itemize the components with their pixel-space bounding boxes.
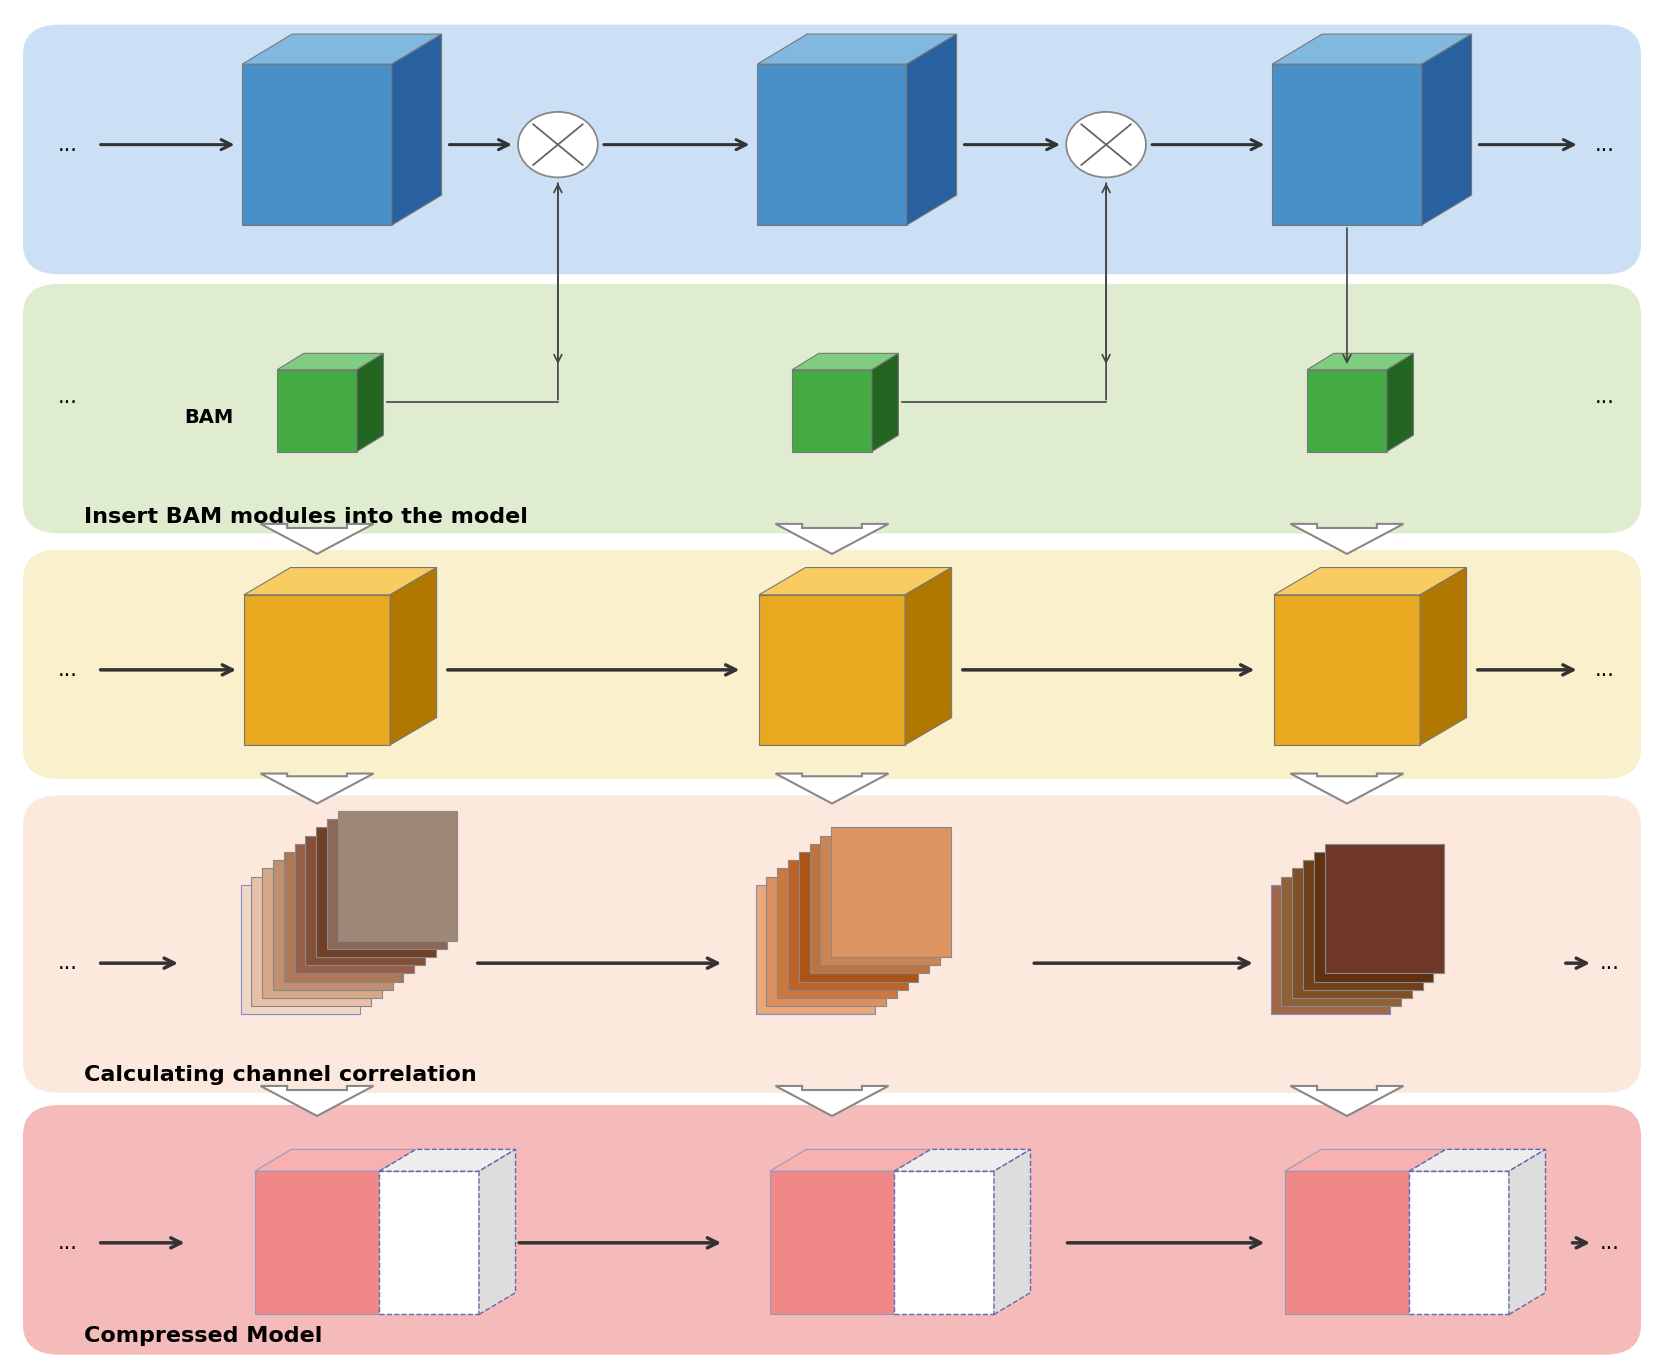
- FancyBboxPatch shape: [23, 1105, 1641, 1355]
- Polygon shape: [757, 34, 957, 64]
- Polygon shape: [905, 567, 952, 745]
- Polygon shape: [285, 852, 403, 982]
- Text: Calculating channel correlation: Calculating channel correlation: [85, 1065, 478, 1085]
- Text: ...: ...: [58, 953, 78, 973]
- Polygon shape: [1303, 860, 1423, 990]
- Text: ...: ...: [58, 387, 78, 407]
- Polygon shape: [278, 369, 356, 451]
- Polygon shape: [1315, 852, 1433, 982]
- Text: Compressed Model: Compressed Model: [85, 1326, 323, 1345]
- Text: Insert BAM modules into the model: Insert BAM modules into the model: [85, 507, 529, 528]
- Polygon shape: [792, 353, 899, 369]
- Text: ...: ...: [1599, 953, 1619, 973]
- Polygon shape: [338, 811, 458, 940]
- Polygon shape: [1421, 34, 1471, 226]
- Polygon shape: [894, 1172, 993, 1315]
- Polygon shape: [993, 1150, 1030, 1315]
- FancyBboxPatch shape: [23, 25, 1641, 275]
- Polygon shape: [245, 567, 436, 595]
- Polygon shape: [1409, 1150, 1446, 1315]
- Polygon shape: [1273, 64, 1421, 226]
- Circle shape: [1067, 112, 1146, 178]
- Polygon shape: [316, 827, 436, 957]
- Polygon shape: [306, 835, 424, 965]
- Polygon shape: [379, 1150, 416, 1315]
- Polygon shape: [1271, 884, 1389, 1014]
- Polygon shape: [389, 567, 436, 745]
- Polygon shape: [1308, 353, 1413, 369]
- Polygon shape: [894, 1150, 930, 1315]
- Polygon shape: [1291, 1085, 1403, 1115]
- Polygon shape: [479, 1150, 516, 1315]
- Polygon shape: [295, 843, 414, 973]
- Polygon shape: [243, 34, 441, 64]
- Polygon shape: [263, 868, 381, 998]
- Polygon shape: [379, 1150, 516, 1172]
- Text: ...: ...: [1594, 134, 1614, 154]
- Polygon shape: [1285, 1172, 1409, 1315]
- Polygon shape: [1281, 876, 1401, 1006]
- Polygon shape: [1386, 353, 1413, 451]
- Polygon shape: [1273, 34, 1471, 64]
- Polygon shape: [767, 876, 885, 1006]
- Text: ...: ...: [58, 660, 78, 679]
- Polygon shape: [251, 876, 371, 1006]
- Polygon shape: [1509, 1150, 1546, 1315]
- Polygon shape: [1325, 843, 1444, 973]
- Text: ...: ...: [58, 134, 78, 154]
- Text: ...: ...: [58, 1233, 78, 1252]
- Polygon shape: [245, 595, 389, 745]
- Polygon shape: [757, 64, 907, 226]
- Polygon shape: [356, 353, 383, 451]
- Polygon shape: [1419, 567, 1466, 745]
- Polygon shape: [789, 860, 907, 990]
- Polygon shape: [1291, 524, 1403, 554]
- Polygon shape: [810, 843, 929, 973]
- Polygon shape: [1409, 1150, 1546, 1172]
- Polygon shape: [777, 868, 897, 998]
- Polygon shape: [820, 835, 940, 965]
- FancyBboxPatch shape: [23, 284, 1641, 533]
- Polygon shape: [1275, 567, 1466, 595]
- FancyBboxPatch shape: [23, 550, 1641, 779]
- Circle shape: [518, 112, 597, 178]
- Polygon shape: [1293, 868, 1411, 998]
- Polygon shape: [328, 819, 446, 949]
- Polygon shape: [759, 595, 905, 745]
- Polygon shape: [775, 1085, 889, 1115]
- Polygon shape: [792, 369, 872, 451]
- Polygon shape: [273, 860, 393, 990]
- Polygon shape: [261, 524, 373, 554]
- Polygon shape: [755, 884, 875, 1014]
- Text: BAM: BAM: [185, 407, 233, 427]
- Polygon shape: [255, 1172, 379, 1315]
- Polygon shape: [759, 567, 952, 595]
- Polygon shape: [799, 852, 919, 982]
- Polygon shape: [1275, 595, 1419, 745]
- Polygon shape: [1291, 774, 1403, 804]
- FancyBboxPatch shape: [23, 796, 1641, 1092]
- Polygon shape: [379, 1172, 479, 1315]
- Polygon shape: [1285, 1150, 1446, 1172]
- Text: ...: ...: [1594, 387, 1614, 407]
- Polygon shape: [832, 827, 950, 957]
- Polygon shape: [770, 1172, 894, 1315]
- Polygon shape: [261, 774, 373, 804]
- Polygon shape: [894, 1150, 1030, 1172]
- Polygon shape: [872, 353, 899, 451]
- Polygon shape: [770, 1150, 930, 1172]
- Polygon shape: [775, 774, 889, 804]
- Polygon shape: [1409, 1172, 1509, 1315]
- Polygon shape: [907, 34, 957, 226]
- Text: ...: ...: [1594, 660, 1614, 679]
- Polygon shape: [261, 1085, 373, 1115]
- Polygon shape: [241, 884, 359, 1014]
- Text: ...: ...: [1599, 1233, 1619, 1252]
- Polygon shape: [255, 1150, 416, 1172]
- Polygon shape: [1308, 369, 1386, 451]
- Polygon shape: [278, 353, 383, 369]
- Polygon shape: [775, 524, 889, 554]
- Polygon shape: [391, 34, 441, 226]
- Polygon shape: [243, 64, 391, 226]
